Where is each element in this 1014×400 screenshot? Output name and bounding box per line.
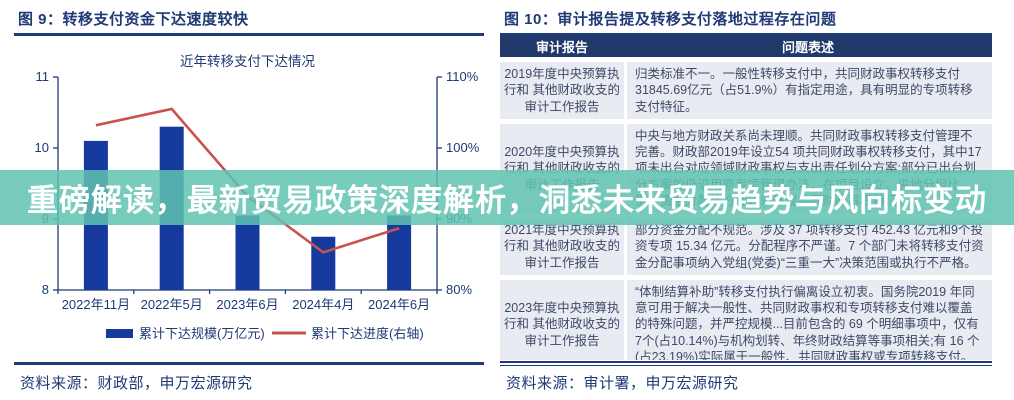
bar bbox=[235, 215, 260, 290]
left-axis-tick: 8 bbox=[42, 282, 49, 297]
promo-banner-text: 重磅解读，最新贸易政策深度解析，洞悉未来贸易趋势与风向标变动 bbox=[27, 183, 987, 218]
table-row: 2021年度中央预算执行和 其他财政收支的审计工作报告 部分资金分配不规范。涉及 … bbox=[500, 218, 992, 275]
legend-line-label: 累计下达进度(右轴) bbox=[311, 326, 424, 341]
figure9-source: 资料来源：财政部，申万宏源研究 bbox=[20, 375, 253, 392]
promo-banner: 重磅解读，最新贸易政策深度解析，洞悉未来贸易趋势与风向标变动 bbox=[0, 170, 1014, 225]
chart-title: 近年转移支付下达情况 bbox=[180, 54, 315, 69]
table-row: 2023年度中央预算执行和 其他财政收支的审计工作报告 “体制结算补助”转移支付执… bbox=[500, 279, 992, 360]
figure10-panel: 图 10：审计报告提及转移支付落地过程存在问题 审计报告 问题表述 2019年度… bbox=[500, 6, 992, 366]
x-axis-label: 2024年4月 bbox=[292, 297, 354, 312]
left-axis-tick: 10 bbox=[35, 140, 49, 155]
right-axis-tick: 80% bbox=[446, 282, 472, 297]
right-axis-tick: 100% bbox=[446, 140, 480, 155]
audit-table-body: 2019年度中央预算执行和 其他财政收支的审计工作报告 归类标准不一。一般性转移支… bbox=[500, 62, 992, 360]
x-axis-label: 2022年5月 bbox=[141, 297, 203, 312]
figure10-bottom-rule bbox=[500, 361, 992, 366]
x-axis-label: 2023年6月 bbox=[216, 297, 278, 312]
figure9-bottom-rule bbox=[14, 362, 484, 365]
figure10-source: 资料来源：审计署，申万宏源研究 bbox=[506, 375, 739, 392]
figure10-title: 图 10：审计报告提及转移支付落地过程存在问题 bbox=[500, 6, 992, 36]
column-header-report: 审计报告 bbox=[535, 40, 588, 55]
column-header-issue: 问题表述 bbox=[781, 40, 834, 55]
bar bbox=[387, 215, 412, 290]
issue-cell: 部分资金分配不规范。涉及 37 项转移支付 452.43 亿元和9个投资专项 1… bbox=[627, 218, 992, 275]
issue-cell: 归类标准不一。一般性转移支付中，共同财政事权转移支付 31845.69亿元（占5… bbox=[627, 62, 992, 119]
legend-bar-label: 累计下达规模(万亿元) bbox=[139, 326, 265, 341]
figure9-title: 图 9：转移支付资金下达速度较快 bbox=[14, 6, 484, 36]
audit-table-header: 审计报告 问题表述 bbox=[500, 36, 992, 57]
left-axis-tick: 11 bbox=[36, 69, 50, 84]
audit-table: 审计报告 问题表述 2019年度中央预算执行和 其他财政收支的审计工作报告 归类标… bbox=[500, 36, 992, 360]
issue-cell: “体制结算补助”转移支付执行偏离设立初衷。国务院2019 年同意可用于解决一般性… bbox=[627, 279, 992, 360]
x-axis-label: 2024年6月 bbox=[368, 297, 430, 312]
right-axis-tick: 110% bbox=[446, 69, 479, 84]
report-cell: 2021年度中央预算执行和 其他财政收支的审计工作报告 bbox=[500, 218, 624, 275]
report-cell: 2023年度中央预算执行和 其他财政收支的审计工作报告 bbox=[500, 279, 624, 360]
table-row: 2019年度中央预算执行和 其他财政收支的审计工作报告 归类标准不一。一般性转移支… bbox=[500, 62, 992, 119]
report-cell: 2019年度中央预算执行和 其他财政收支的审计工作报告 bbox=[500, 62, 624, 119]
x-axis-label: 2022年11月 bbox=[62, 297, 130, 312]
legend-bar-swatch bbox=[106, 329, 133, 338]
